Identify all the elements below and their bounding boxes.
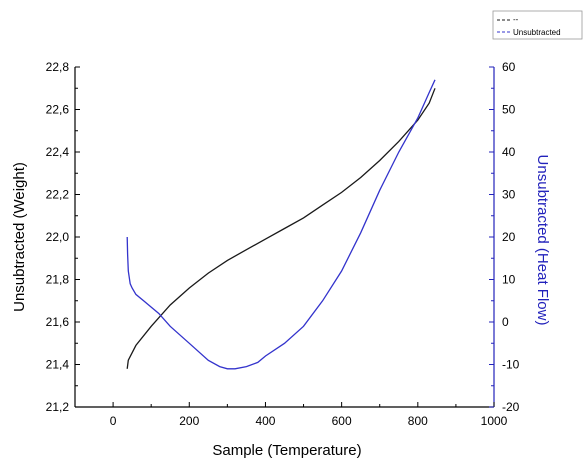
left-y-tick-label: 22,0 [46,230,70,244]
right-y-tick-label: 30 [502,188,516,202]
x-tick-label: 800 [408,414,428,428]
left-y-tick-label: 22,2 [46,188,70,202]
right-y-tick-label: 20 [502,230,516,244]
left-y-tick-label: 21,8 [46,273,70,287]
right-y-tick-label: -10 [502,358,520,372]
right-y-tick-label: 60 [502,60,516,74]
left-y-axis-title: Unsubtracted (Weight) [11,162,28,312]
left-y-tick-label: 21,4 [46,358,70,372]
x-axis-ticks: 0 200 400 600 800 1000 [74,402,508,428]
plot-area [126,79,436,370]
x-tick-label: 600 [332,414,352,428]
right-y-axis-title: Unsubtracted (Heat Flow) [534,155,551,326]
legend: -- Unsubtracted [492,10,583,40]
legend-label-series-1: -- [513,15,519,24]
x-tick-label: 1000 [481,414,508,428]
x-axis-title: Sample (Temperature) [212,442,361,459]
right-y-tick-label: 0 [502,315,509,329]
left-y-tick-label: 21,2 [46,400,70,414]
left-y-tick-label: 21,6 [46,315,70,329]
legend-label-series-2: Unsubtracted [513,28,561,37]
x-tick-label: 0 [110,414,117,428]
series-line-heat-flow [126,79,436,370]
legend-box [492,10,583,40]
right-y-tick-label: 10 [502,273,516,287]
right-y-tick-label: -20 [502,400,520,414]
right-y-axis-ticks: -20 -10 0 10 20 30 40 50 60 [489,60,520,414]
series-line-weight [126,88,436,369]
x-tick-label: 200 [179,414,199,428]
left-y-tick-label: 22,4 [46,145,70,159]
left-y-axis-ticks: 21,2 21,4 21,6 21,8 22,0 22,2 22,4 22,6 22,8 [46,60,80,414]
left-y-tick-label: 22,6 [46,103,70,117]
x-tick-label: 400 [255,414,275,428]
left-y-tick-label: 22,8 [46,60,70,74]
right-y-tick-label: 40 [502,145,516,159]
right-y-tick-label: 50 [502,103,516,117]
